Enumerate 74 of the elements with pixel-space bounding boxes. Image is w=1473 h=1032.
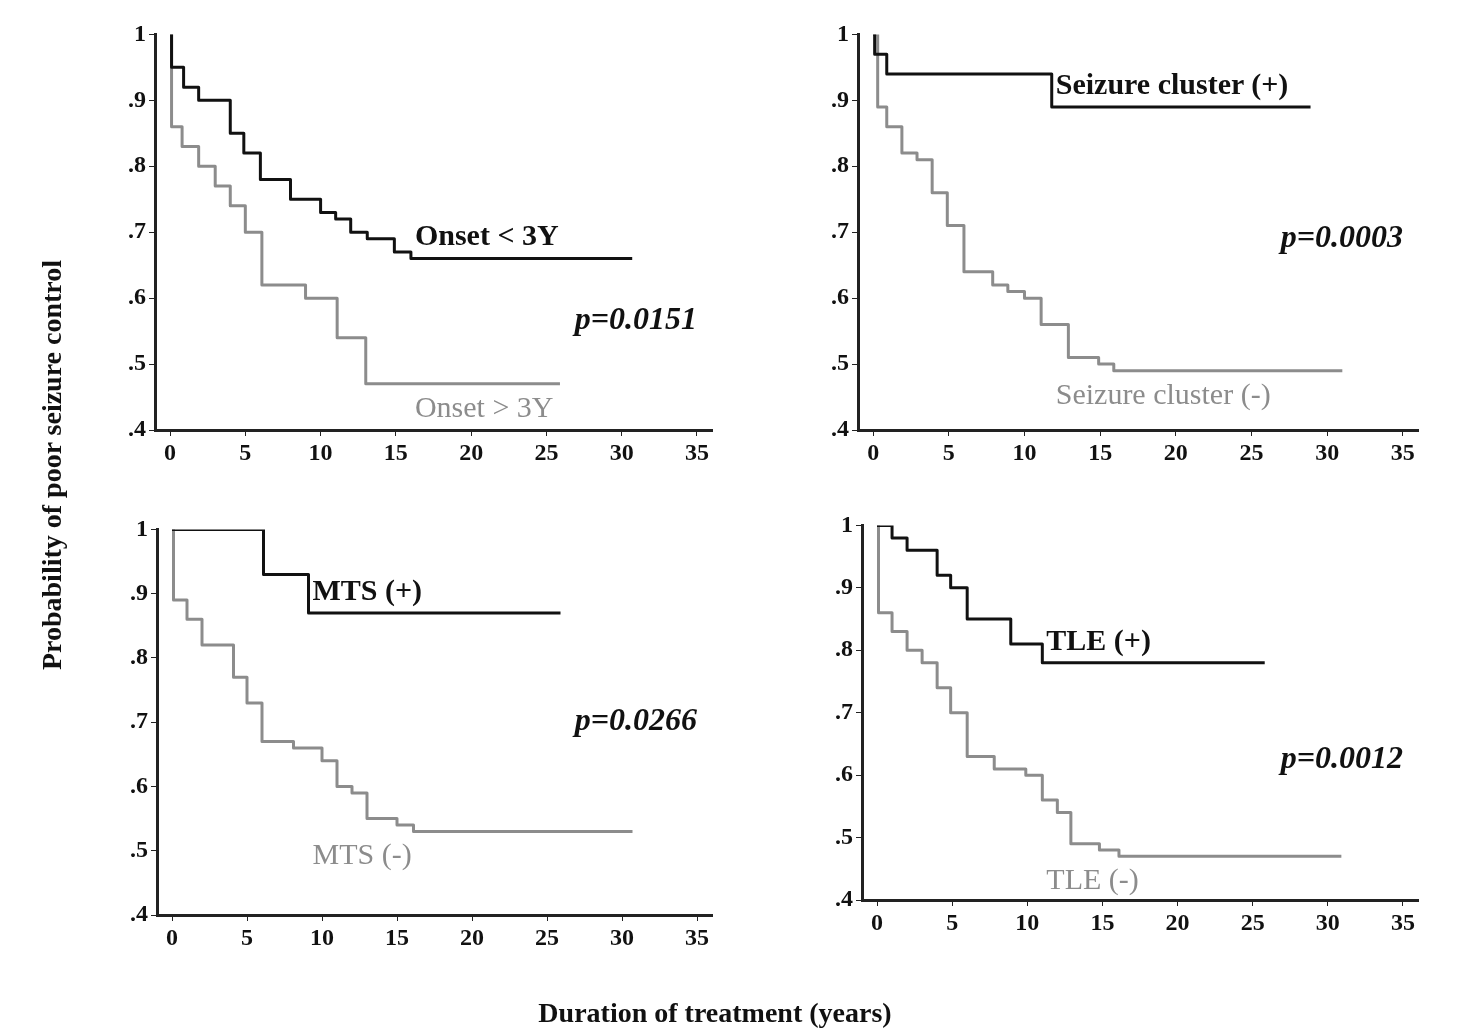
- series-label: TLE (+): [1046, 622, 1151, 657]
- x-tick-label: 5: [239, 438, 252, 465]
- y-tick-label: .5: [835, 822, 853, 849]
- series-label: Seizure cluster (+): [1055, 66, 1289, 101]
- y-tick-label: .5: [130, 835, 148, 862]
- x-tick-label: 10: [308, 438, 333, 465]
- x-tick-label: 0: [871, 908, 884, 935]
- x-axis-title: Duration of treatment (years): [538, 997, 892, 1029]
- series-label: Onset > 3Y: [414, 389, 554, 423]
- x-tick-label: 25: [1240, 908, 1265, 935]
- x-tick-label: 30: [610, 923, 634, 950]
- x-tick-label: 35: [1390, 438, 1415, 465]
- y-tick-label: .4: [130, 900, 148, 927]
- x-tick-label: 25: [535, 923, 559, 950]
- series-label: Seizure cluster (-): [1055, 376, 1271, 411]
- series-label: Onset < 3Y: [414, 218, 560, 252]
- y-tick-label: .9: [128, 85, 146, 112]
- x-tick-label: 20: [459, 438, 484, 465]
- x-tick-label: 20: [1163, 438, 1188, 465]
- y-tick-label: .4: [835, 885, 853, 912]
- y-tick-label: .8: [130, 643, 148, 670]
- x-tick-label: 35: [684, 438, 709, 465]
- y-tick-label: .6: [831, 283, 849, 310]
- x-tick-label: 30: [609, 438, 634, 465]
- annotation: p=0.0003: [1277, 218, 1403, 255]
- x-tick-label: 25: [534, 438, 559, 465]
- y-tick-label: .7: [128, 217, 146, 244]
- x-tick-label: 30: [1315, 438, 1340, 465]
- series-label: MTS (-): [312, 837, 412, 872]
- x-tick-label: 35: [1390, 908, 1415, 935]
- y-tick-label: 1: [136, 514, 148, 541]
- y-tick-label: .5: [831, 349, 849, 376]
- x-tick-label: 5: [241, 923, 253, 950]
- y-tick-label: .9: [130, 578, 148, 605]
- x-tick-label: 10: [1012, 438, 1037, 465]
- x-tick-label: 0: [164, 438, 177, 465]
- y-tick-label: .6: [835, 760, 853, 787]
- y-tick-label: 1: [134, 19, 146, 46]
- x-tick-label: 20: [460, 923, 484, 950]
- y-tick-label: 1: [841, 510, 853, 537]
- y-tick-label: 1: [837, 19, 849, 46]
- y-tick-label: .9: [831, 85, 849, 112]
- annotation: p=0.0151: [571, 300, 697, 337]
- y-tick-label: .4: [831, 415, 849, 442]
- x-tick-label: 10: [1015, 908, 1040, 935]
- y-tick-label: .6: [130, 771, 148, 798]
- y-tick-label: .4: [128, 415, 146, 442]
- x-tick-label: 20: [1165, 908, 1190, 935]
- series-label: MTS (+): [312, 572, 423, 607]
- x-tick-label: 15: [383, 438, 408, 465]
- x-tick-label: 35: [685, 923, 709, 950]
- x-tick-label: 5: [942, 438, 955, 465]
- x-tick-label: 5: [946, 908, 959, 935]
- x-tick-label: 0: [867, 438, 880, 465]
- x-tick-label: 15: [1088, 438, 1113, 465]
- series-label: TLE (-): [1046, 862, 1139, 897]
- y-tick-label: .7: [130, 707, 148, 734]
- y-tick-label: .8: [835, 635, 853, 662]
- annotation: p=0.0266: [571, 701, 697, 738]
- x-tick-label: 25: [1239, 438, 1264, 465]
- x-tick-label: 10: [310, 923, 334, 950]
- y-tick-label: .8: [128, 151, 146, 178]
- x-tick-label: 30: [1315, 908, 1340, 935]
- y-tick-label: .5: [128, 349, 146, 376]
- y-tick-label: .7: [831, 217, 849, 244]
- x-tick-label: 15: [1090, 908, 1115, 935]
- y-tick-label: .9: [835, 573, 853, 600]
- y-tick-label: .7: [835, 697, 853, 724]
- y-tick-label: .8: [831, 151, 849, 178]
- y-axis-title: Probability of poor seizure control: [36, 259, 68, 671]
- x-tick-label: 0: [166, 923, 178, 950]
- y-tick-label: .6: [128, 283, 146, 310]
- x-tick-label: 15: [385, 923, 409, 950]
- annotation: p=0.0012: [1277, 738, 1403, 775]
